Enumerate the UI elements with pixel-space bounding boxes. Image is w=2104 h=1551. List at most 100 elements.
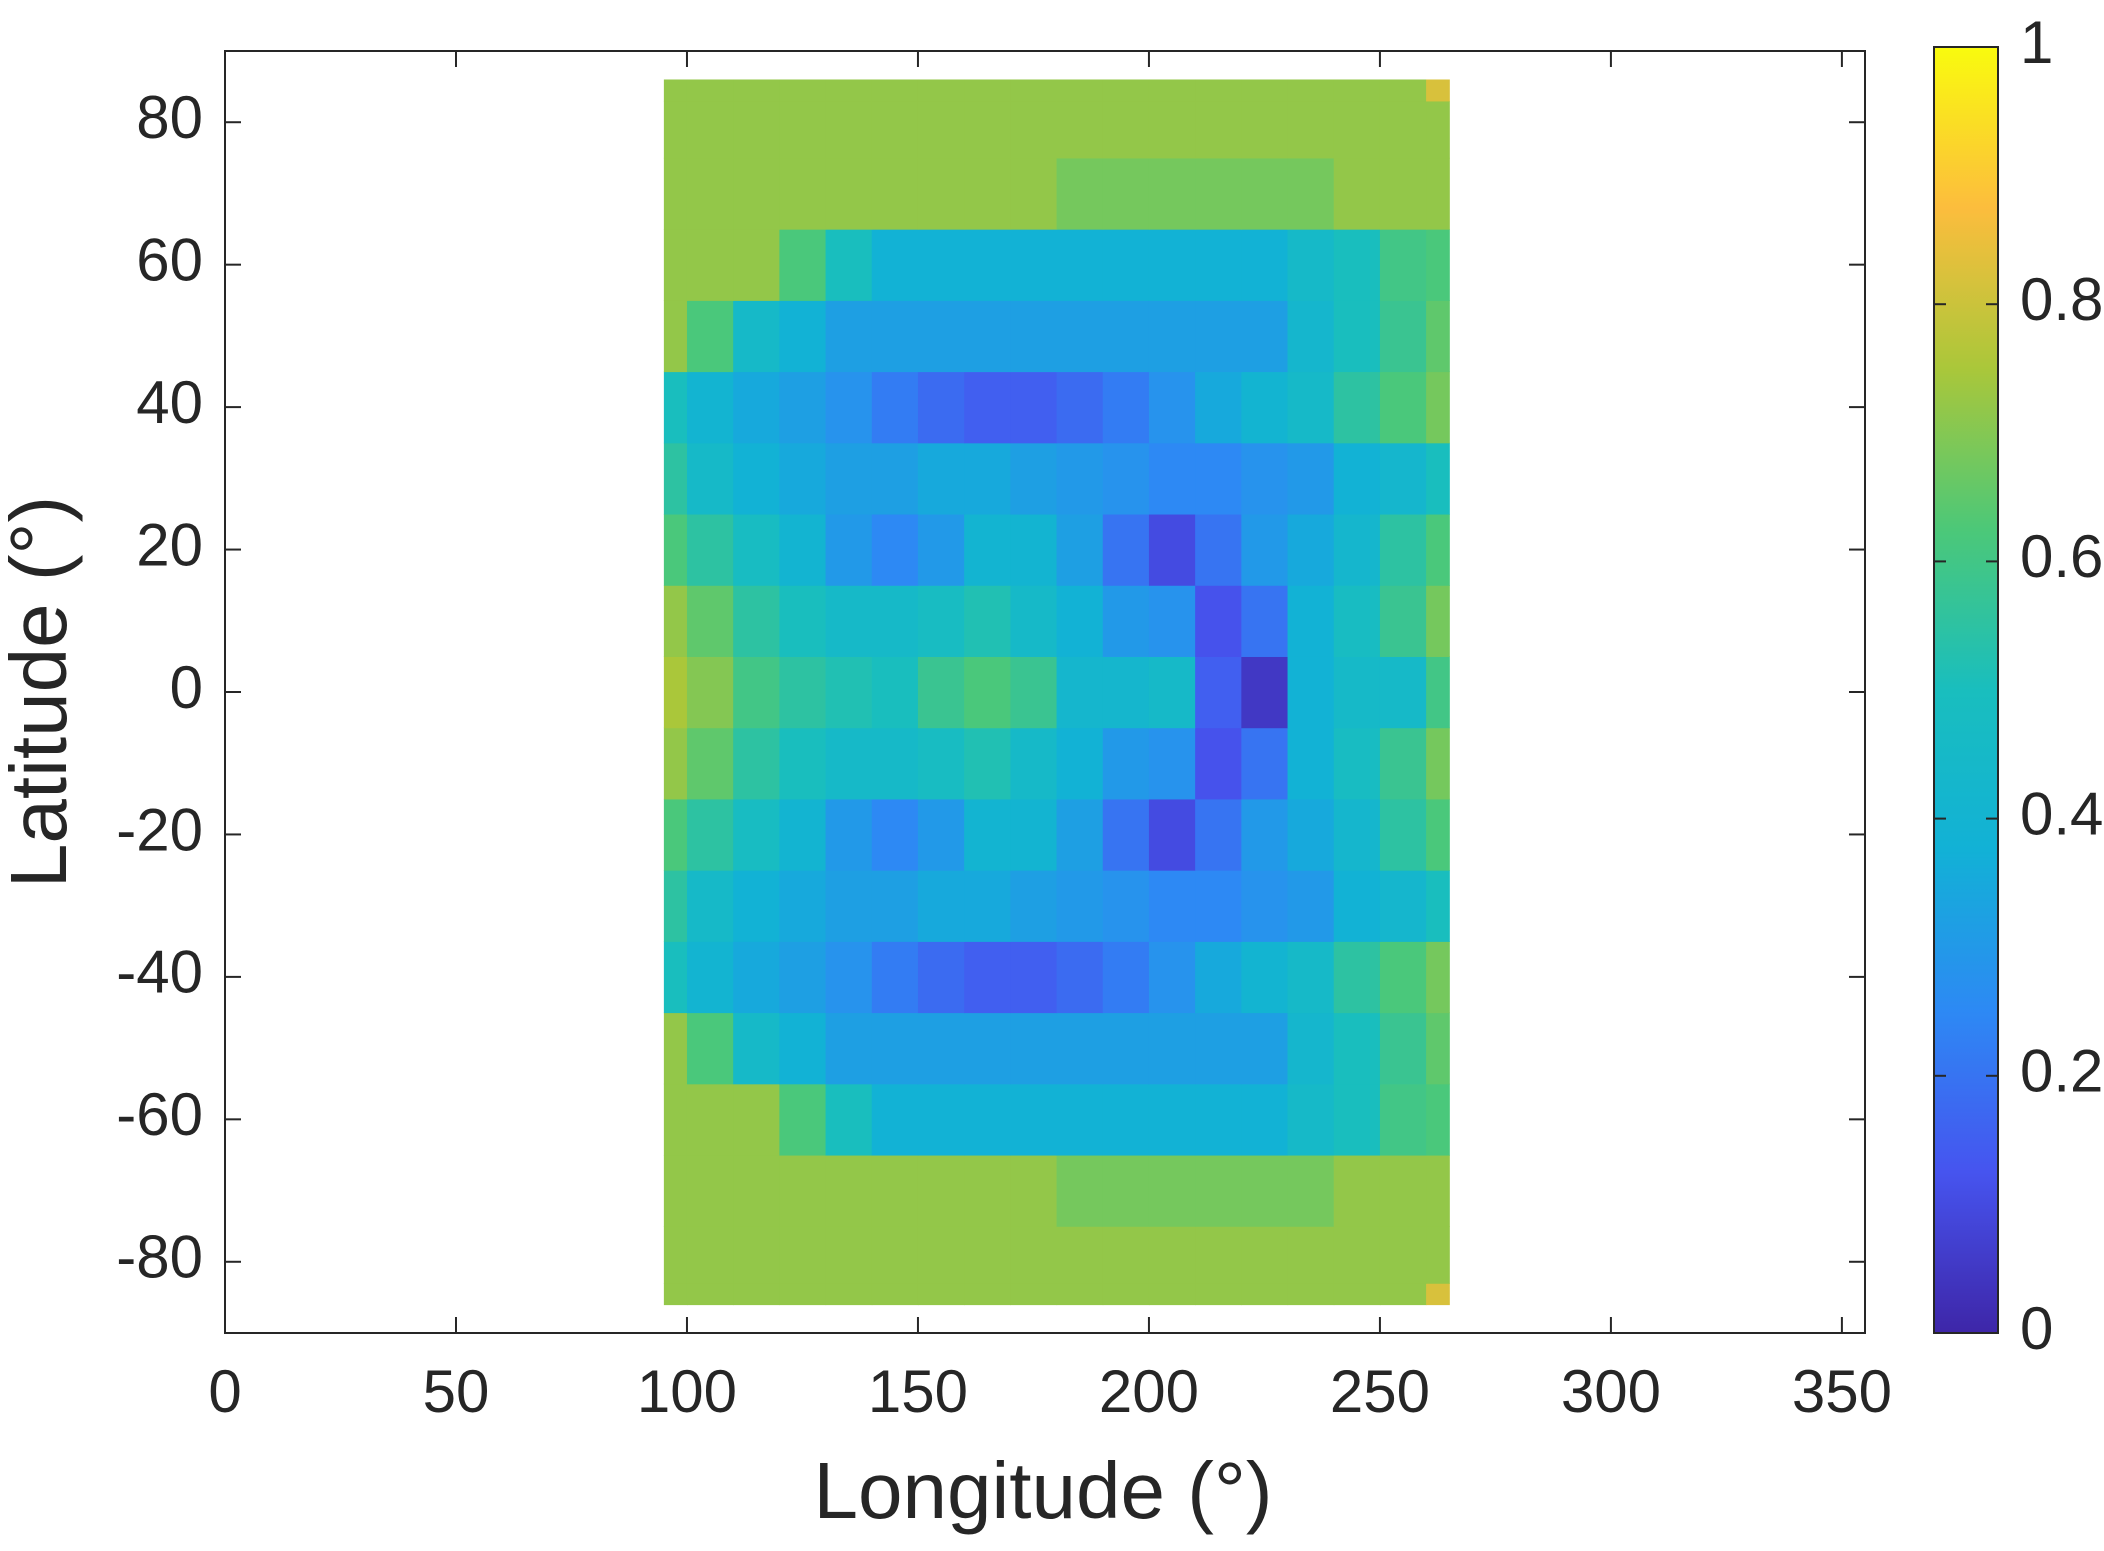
contour-cell <box>917 727 965 800</box>
contour-cell <box>779 1083 827 1156</box>
contour-cell <box>1195 371 1242 444</box>
contour-cell <box>825 100 873 159</box>
contour-cell <box>1426 100 1450 159</box>
contour-cell <box>1241 100 1289 159</box>
contour-cell <box>1148 1283 1196 1306</box>
contour-cell <box>686 371 734 444</box>
contour-field <box>663 79 1450 1306</box>
contour-cell <box>779 656 827 729</box>
contour-cell <box>1102 798 1150 871</box>
x-tick-label: 0 <box>208 1358 241 1425</box>
contour-cell <box>1102 1154 1150 1227</box>
contour-cell <box>1195 157 1242 230</box>
contour-cell <box>1102 1083 1150 1156</box>
contour-cell <box>1333 513 1381 586</box>
contour-cell <box>1056 941 1104 1014</box>
contour-cell <box>1287 727 1335 800</box>
contour-cell <box>871 513 919 586</box>
contour-cell <box>1195 941 1242 1014</box>
contour-cell <box>917 442 965 515</box>
contour-cell <box>686 229 734 301</box>
contour-cell <box>1056 442 1104 515</box>
contour-cell <box>733 300 780 373</box>
contour-cell <box>1333 656 1381 729</box>
contour-cell <box>1195 798 1242 871</box>
contour-cell <box>825 1283 873 1306</box>
contour-cell <box>871 79 919 102</box>
contour-cell <box>1241 229 1289 301</box>
contour-cell <box>1426 656 1450 729</box>
contour-cell <box>1333 1283 1381 1306</box>
contour-cell <box>1426 1226 1450 1284</box>
contour-cell <box>1241 157 1289 230</box>
contour-cell <box>663 1226 688 1284</box>
contour-cell <box>1102 656 1150 729</box>
contour-cell <box>1287 513 1335 586</box>
colorbar-tick-label: 0.8 <box>2020 266 2103 333</box>
contour-cell <box>733 157 780 230</box>
contour-cell <box>1056 371 1104 444</box>
contour-cell <box>964 79 1011 102</box>
contour-cell <box>733 442 780 515</box>
contour-cell <box>733 513 780 586</box>
contour-cell <box>1379 941 1427 1014</box>
contour-cell <box>1010 157 1058 230</box>
contour-cell <box>964 300 1011 373</box>
contour-cell <box>1333 79 1381 102</box>
contour-cell <box>1148 100 1196 159</box>
contour-cell <box>825 870 873 942</box>
contour-cell <box>1195 1154 1242 1227</box>
contour-cell <box>1333 1083 1381 1156</box>
contour-cell <box>1148 79 1196 102</box>
contour-cell <box>663 1012 688 1085</box>
contour-cell <box>779 442 827 515</box>
contour-cell <box>1056 1226 1104 1284</box>
contour-cell <box>871 941 919 1014</box>
contour-cell <box>825 229 873 301</box>
contour-cell <box>1010 442 1058 515</box>
contour-cell <box>1426 798 1450 871</box>
contour-cell <box>1056 1012 1104 1085</box>
contour-cell <box>1287 585 1335 657</box>
contour-cell <box>779 585 827 657</box>
contour-cell <box>1010 229 1058 301</box>
contour-cell <box>733 870 780 942</box>
x-tick-label: 100 <box>637 1358 737 1425</box>
contour-cell <box>825 1083 873 1156</box>
contour-cell <box>779 1154 827 1227</box>
contour-cell <box>686 100 734 159</box>
contour-cell <box>1102 1283 1150 1306</box>
contour-cell <box>1241 941 1289 1014</box>
colorbar <box>1933 46 1999 1334</box>
contour-cell <box>733 585 780 657</box>
x-tick-label: 150 <box>868 1358 968 1425</box>
contour-cell <box>825 727 873 800</box>
contour-cell <box>1287 371 1335 444</box>
contour-cell <box>1241 300 1289 373</box>
contour-cell <box>663 442 688 515</box>
contour-cell <box>871 1083 919 1156</box>
contour-cell <box>1010 656 1058 729</box>
contour-cell <box>663 656 688 729</box>
contour-cell <box>1241 442 1289 515</box>
contour-cell <box>1102 585 1150 657</box>
contour-cell <box>1426 1154 1450 1227</box>
contour-cell <box>1010 79 1058 102</box>
contour-cell <box>1148 870 1196 942</box>
contour-cell <box>1241 371 1289 444</box>
contour-cell <box>1195 870 1242 942</box>
contour-cell <box>1102 442 1150 515</box>
contour-cell <box>1241 79 1289 102</box>
contour-cell <box>663 1283 688 1306</box>
contour-cell <box>1241 727 1289 800</box>
contour-cell <box>1102 229 1150 301</box>
contour-cell <box>1333 798 1381 871</box>
contour-cell <box>917 300 965 373</box>
contour-cell <box>1148 727 1196 800</box>
contour-cell <box>917 1012 965 1085</box>
contour-cell <box>1426 727 1450 800</box>
contour-cell <box>1056 798 1104 871</box>
contour-cell <box>1426 1083 1450 1156</box>
contour-cell <box>1102 1012 1150 1085</box>
contour-cell <box>1241 1012 1289 1085</box>
